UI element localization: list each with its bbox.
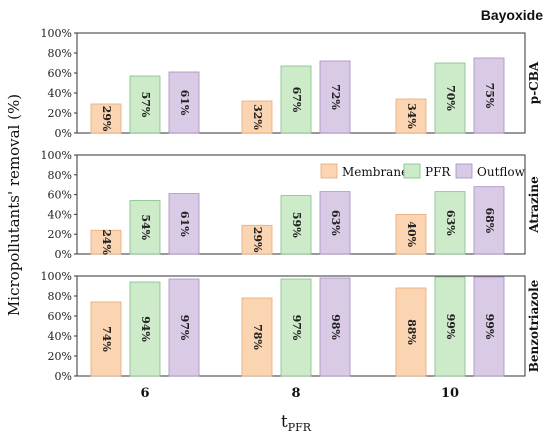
- x-tick-label: 6: [140, 386, 149, 401]
- data-label: 68%: [483, 207, 496, 233]
- bar-membrane-10: [395, 98, 427, 134]
- bar-membrane-10: [395, 287, 427, 377]
- panel-label: p-CBA: [527, 61, 541, 104]
- bar-pfr-6: [129, 281, 161, 377]
- x-axis-label-main: t: [281, 412, 288, 432]
- data-label: 98%: [329, 314, 342, 340]
- x-tick-label: 10: [441, 386, 459, 401]
- legend-item-membrane: Membrane: [320, 163, 408, 179]
- panel-benzotriazole: 0% 20% 40% 60% 80% 100% 74% 78% 88% 94% 97% 99% 97% 9…: [41, 270, 541, 383]
- bar-membrane-8: [241, 100, 273, 134]
- data-label: 67%: [290, 87, 303, 113]
- panel-label: Benzotriazole: [527, 279, 541, 372]
- data-label: 61%: [178, 211, 191, 237]
- data-label: 63%: [444, 210, 457, 236]
- y-tick-label: 20%: [48, 350, 72, 363]
- bar-membrane-8: [241, 297, 273, 377]
- panel-atrazine: 0% 20% 40% 60% 80% 100% 24% 29% 40% 54% 59% 63% 61% 6…: [41, 149, 541, 261]
- bar-pfr-10: [434, 276, 466, 377]
- legend-item-outflow: Outflow: [455, 163, 526, 179]
- x-axis-label-sub: PFR: [288, 421, 312, 434]
- bar-pfr-8: [280, 195, 312, 255]
- bar-outflow-8: [319, 60, 351, 134]
- legend-swatch: [403, 163, 421, 179]
- panel-p-cba: 0% 20% 40% 60% 80% 100% 29% 32% 34% 57% 67% 70% 61% 7…: [41, 27, 541, 140]
- data-label: 63%: [329, 210, 342, 236]
- y-tick-label: 20%: [48, 107, 72, 120]
- data-label: 99%: [483, 314, 496, 340]
- data-label: 57%: [139, 92, 152, 118]
- data-label: 94%: [139, 316, 152, 342]
- legend-label: Outflow: [477, 165, 526, 179]
- bar-pfr-6: [129, 75, 161, 134]
- bar-outflow-8: [319, 191, 351, 255]
- y-tick-label: 100%: [41, 270, 72, 283]
- data-label: 61%: [178, 90, 191, 116]
- data-label: 29%: [100, 106, 113, 132]
- data-label: 59%: [290, 212, 303, 238]
- bar-membrane-10: [395, 213, 427, 255]
- y-tick-label: 80%: [48, 47, 72, 60]
- bar-pfr-8: [280, 65, 312, 134]
- data-label: 88%: [405, 319, 418, 345]
- data-label: 78%: [251, 324, 264, 350]
- y-tick-label: 60%: [48, 67, 72, 80]
- bar-outflow-10: [473, 276, 505, 377]
- y-axis-label: Micropollutants' removal (%): [5, 94, 23, 316]
- bar-outflow-6: [168, 193, 200, 255]
- data-label: 54%: [139, 214, 152, 240]
- data-label: 40%: [405, 221, 418, 247]
- y-tick-label: 0%: [55, 248, 72, 261]
- legend-label: Membrane: [342, 165, 408, 179]
- y-tick-label: 80%: [48, 169, 72, 182]
- data-label: 72%: [329, 84, 342, 110]
- panel-label: Atrazine: [527, 176, 541, 234]
- legend: Membrane PFR Outflow: [320, 163, 526, 179]
- legend-item-pfr: PFR: [403, 163, 451, 179]
- data-label: 24%: [100, 229, 113, 255]
- y-tick-label: 0%: [55, 370, 72, 383]
- bar-pfr-10: [434, 62, 466, 134]
- bar-outflow-6: [168, 278, 200, 377]
- bar-pfr-10: [434, 191, 466, 255]
- data-label: 32%: [251, 104, 264, 130]
- y-tick-label: 60%: [48, 310, 72, 323]
- y-tick-label: 60%: [48, 189, 72, 202]
- panels: 0%20%40%60%80%100%29% 32% 34%57% 67% 70%61% 7…: [41, 27, 541, 401]
- data-label: 29%: [251, 227, 264, 253]
- y-tick-label: 0%: [55, 127, 72, 140]
- y-tick-label: 20%: [48, 228, 72, 241]
- bar-membrane-8: [241, 224, 273, 255]
- bar-membrane-6: [90, 229, 122, 255]
- legend-label: PFR: [425, 165, 451, 179]
- bar-membrane-6: [90, 301, 122, 377]
- data-label: 97%: [178, 315, 191, 341]
- bar-outflow-8: [319, 277, 351, 377]
- data-label: 75%: [483, 83, 496, 109]
- bar-outflow-10: [473, 186, 505, 255]
- x-axis-label: tPFR: [281, 412, 312, 434]
- bar-outflow-6: [168, 71, 200, 134]
- chart-title: Bayoxide: [481, 7, 543, 23]
- bar-outflow-10: [473, 57, 505, 134]
- data-label: 97%: [290, 315, 303, 341]
- y-tick-label: 100%: [41, 27, 72, 40]
- legend-swatch: [455, 163, 473, 179]
- data-label: 34%: [405, 103, 418, 129]
- bar-pfr-8: [280, 278, 312, 377]
- data-label: 99%: [444, 314, 457, 340]
- data-label: 70%: [444, 85, 457, 111]
- bar-membrane-6: [90, 103, 122, 134]
- y-tick-label: 40%: [48, 87, 72, 100]
- legend-swatch: [320, 163, 338, 179]
- y-tick-label: 80%: [48, 290, 72, 303]
- y-tick-label: 100%: [41, 149, 72, 162]
- y-tick-label: 40%: [48, 330, 72, 343]
- data-label: 74%: [100, 326, 113, 352]
- x-tick-label: 8: [291, 386, 300, 401]
- y-tick-label: 40%: [48, 208, 72, 221]
- bar-pfr-6: [129, 200, 161, 255]
